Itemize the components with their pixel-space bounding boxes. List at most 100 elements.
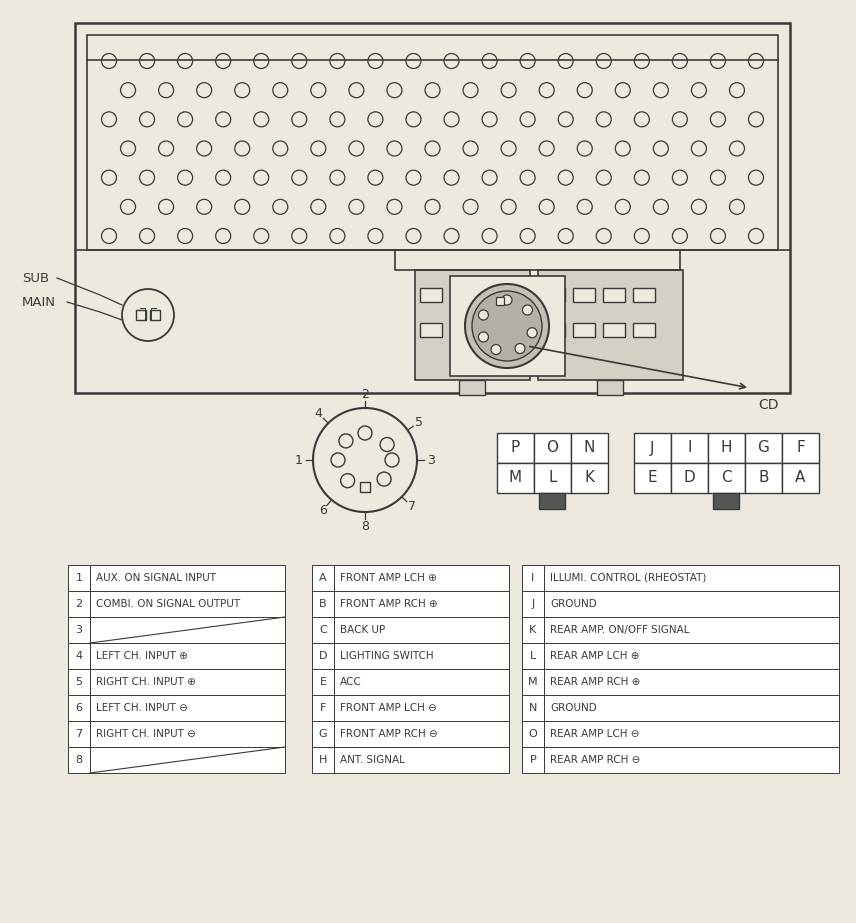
Text: C: C xyxy=(319,625,327,635)
Bar xyxy=(334,565,509,591)
Bar xyxy=(75,23,790,393)
Bar xyxy=(571,433,608,463)
Text: O: O xyxy=(546,440,558,455)
Text: 8: 8 xyxy=(75,755,82,765)
Circle shape xyxy=(472,291,542,361)
Bar xyxy=(544,617,839,643)
Text: 5: 5 xyxy=(75,677,82,687)
Bar xyxy=(488,323,510,337)
Circle shape xyxy=(465,284,549,368)
Bar xyxy=(543,288,565,302)
Text: 2: 2 xyxy=(361,388,369,401)
Bar xyxy=(420,323,442,337)
Bar xyxy=(90,591,285,617)
Text: 4: 4 xyxy=(314,407,322,420)
Text: O: O xyxy=(529,729,538,739)
Text: K: K xyxy=(585,471,595,485)
Bar xyxy=(90,617,285,643)
Text: REAR AMP. ON/OFF SIGNAL: REAR AMP. ON/OFF SIGNAL xyxy=(550,625,689,635)
Bar xyxy=(68,643,90,669)
Text: J: J xyxy=(651,440,655,455)
Bar xyxy=(312,747,334,773)
Bar xyxy=(522,643,544,669)
Bar xyxy=(90,669,285,695)
Text: 1: 1 xyxy=(75,573,82,583)
Text: CD: CD xyxy=(758,398,778,412)
Bar xyxy=(90,565,285,591)
Bar xyxy=(90,695,285,721)
Bar xyxy=(68,747,90,773)
Bar xyxy=(573,288,595,302)
Bar xyxy=(459,380,485,395)
Bar xyxy=(312,669,334,695)
Text: L: L xyxy=(530,651,536,661)
Text: 6: 6 xyxy=(75,703,82,713)
Text: M: M xyxy=(528,677,538,687)
Text: 7: 7 xyxy=(75,729,82,739)
Text: ANT. SIGNAL: ANT. SIGNAL xyxy=(340,755,405,765)
Bar xyxy=(538,270,683,380)
Bar xyxy=(68,565,90,591)
Bar xyxy=(522,591,544,617)
Bar xyxy=(782,463,819,493)
Bar xyxy=(454,288,476,302)
Bar xyxy=(571,463,608,493)
Text: 8: 8 xyxy=(361,520,369,533)
Text: ILLUMI. CONTROL (RHEOSTAT): ILLUMI. CONTROL (RHEOSTAT) xyxy=(550,573,706,583)
Circle shape xyxy=(491,344,501,354)
Text: FRONT AMP RCH ⊕: FRONT AMP RCH ⊕ xyxy=(340,599,437,609)
Bar xyxy=(671,433,708,463)
Bar xyxy=(633,288,655,302)
Bar xyxy=(90,747,285,773)
Text: P: P xyxy=(511,440,520,455)
Text: 1: 1 xyxy=(295,453,303,466)
Bar xyxy=(745,463,782,493)
Bar xyxy=(634,433,671,463)
Bar xyxy=(544,669,839,695)
Bar xyxy=(454,323,476,337)
Text: COMBI. ON SIGNAL OUTPUT: COMBI. ON SIGNAL OUTPUT xyxy=(96,599,241,609)
Bar xyxy=(68,721,90,747)
Circle shape xyxy=(479,310,489,320)
Bar xyxy=(634,463,671,493)
Text: 5: 5 xyxy=(415,415,423,428)
Bar xyxy=(496,297,504,305)
Text: N: N xyxy=(529,703,538,713)
Text: 2: 2 xyxy=(75,599,82,609)
Text: GROUND: GROUND xyxy=(550,599,597,609)
Bar xyxy=(633,323,655,337)
Bar xyxy=(522,669,544,695)
Bar xyxy=(90,721,285,747)
Text: 3: 3 xyxy=(75,625,82,635)
Circle shape xyxy=(522,305,532,315)
Bar xyxy=(522,747,544,773)
Text: 4: 4 xyxy=(75,651,82,661)
Bar xyxy=(415,270,530,380)
Text: 6: 6 xyxy=(318,504,326,517)
Text: B: B xyxy=(758,471,769,485)
Text: D: D xyxy=(318,651,327,661)
Bar xyxy=(312,565,334,591)
Bar xyxy=(544,565,839,591)
Text: LEFT CH. INPUT ⊕: LEFT CH. INPUT ⊕ xyxy=(96,651,187,661)
Bar xyxy=(522,617,544,643)
Text: N: N xyxy=(584,440,595,455)
Text: MAIN: MAIN xyxy=(22,295,56,308)
Bar xyxy=(544,643,839,669)
Text: F: F xyxy=(320,703,326,713)
Text: G: G xyxy=(758,440,770,455)
Bar xyxy=(312,695,334,721)
Bar xyxy=(68,695,90,721)
Bar xyxy=(312,617,334,643)
Bar xyxy=(708,433,745,463)
Text: K: K xyxy=(529,625,537,635)
Bar xyxy=(334,747,509,773)
Text: SUB: SUB xyxy=(22,271,49,284)
Text: D: D xyxy=(684,471,695,485)
Bar xyxy=(360,482,370,492)
Text: L: L xyxy=(548,471,556,485)
Bar xyxy=(497,433,534,463)
Bar xyxy=(334,721,509,747)
Text: ACC: ACC xyxy=(340,677,362,687)
Text: M: M xyxy=(509,471,522,485)
